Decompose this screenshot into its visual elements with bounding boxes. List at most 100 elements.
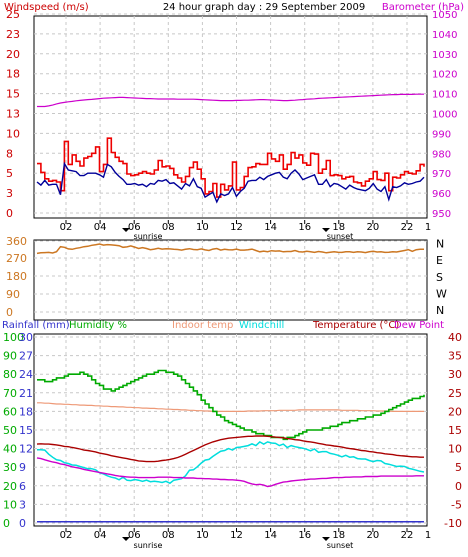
windspeed-title: Windspeed (m/s) <box>4 2 89 13</box>
barometer-axis-label: 970 <box>432 169 451 180</box>
legend-label: Windchill <box>239 320 284 331</box>
barometer-axis-label: 1020 <box>432 70 457 81</box>
wind-direction-series <box>36 243 424 255</box>
x-tick-label: 10 <box>196 222 209 233</box>
temperature-axis-label: 20 <box>448 405 462 418</box>
compass-axis-label: N <box>436 304 444 317</box>
temperature-humidity-panel: Rainfall (mm) Humidity % Indoor temp Windch… <box>2 320 462 550</box>
x-tick-label: 18 <box>332 222 345 233</box>
sunset-label: sunset <box>327 541 354 550</box>
barometer-axis-label: 980 <box>432 149 451 160</box>
windspeed-axis-label: 10 <box>6 127 20 140</box>
windspeed-axis-label: 8 <box>6 147 13 160</box>
humidity-axis-label: 10 <box>3 498 17 511</box>
temperature-axis-label: 30 <box>448 368 462 381</box>
x-tick-label: 22 <box>401 530 414 541</box>
humidity-axis-label: 70 <box>3 387 17 400</box>
x-tick-label: 14 <box>264 222 277 233</box>
sunset-marker <box>322 537 330 541</box>
humidity-axis-label: 60 <box>3 405 17 418</box>
legend-label: Humidity % <box>69 320 127 331</box>
barometer-axis-label: 1040 <box>432 30 457 41</box>
compass-axis-label: E <box>436 254 443 267</box>
dew-point-series <box>36 457 424 488</box>
x-tick-label: 1 <box>425 530 431 541</box>
compass-axis-label: W <box>436 287 447 300</box>
barometer-axis-label: 960 <box>432 189 451 200</box>
rainfall-axis-label: 24 <box>19 368 33 381</box>
temperature-axis-label: 35 <box>448 350 462 363</box>
sunrise-label: sunrise <box>134 232 163 241</box>
barometer-axis-label: 950 <box>432 209 451 220</box>
x-tick-label: 12 <box>230 222 243 233</box>
rainfall-axis-label: 30 <box>19 331 33 344</box>
rainfall-axis-label: 3 <box>19 498 26 511</box>
x-tick-label: 06 <box>128 222 141 233</box>
plot-frame <box>33 239 428 321</box>
barometer-title: Barometer (hPa) <box>382 2 464 13</box>
compass-axis-label: N <box>436 238 444 251</box>
x-tick-label: 1 <box>425 222 431 233</box>
indoor-temp-series <box>37 402 424 412</box>
humidity-axis-label: 20 <box>3 480 17 493</box>
windspeed-axis-label: 18 <box>6 68 20 81</box>
sunset-label: sunset <box>327 232 354 241</box>
graph-date-title: 24 hour graph day : 29 September 2009 <box>163 2 365 13</box>
windspeed-axis-label: 23 <box>6 28 20 41</box>
temperature-axis-label: 40 <box>448 331 462 344</box>
barometer-series <box>37 93 424 108</box>
legend-label: Temperature (°C) <box>312 320 399 331</box>
wind-barometer-panel: 0358101315182023259509609709809901000101… <box>6 8 457 241</box>
rainfall-axis-label: 6 <box>19 480 26 493</box>
sunrise-marker <box>122 537 130 541</box>
rainfall-axis-label: 12 <box>19 443 33 456</box>
humidity-axis-label: 40 <box>3 443 17 456</box>
x-tick-label: 16 <box>298 222 311 233</box>
temperature-axis-label: 0 <box>455 480 462 493</box>
winddir-axis-label: 0 <box>6 306 13 319</box>
x-tick-label: 02 <box>60 530 73 541</box>
rainfall-axis-label: 21 <box>19 387 33 400</box>
x-tick-label: 02 <box>60 222 73 233</box>
x-tick-label: 20 <box>367 222 380 233</box>
windspeed-axis-label: 20 <box>6 48 20 61</box>
barometer-axis-label: 1050 <box>432 10 457 21</box>
sunrise-label: sunrise <box>134 541 163 550</box>
rainfall-axis-label: 9 <box>19 461 26 474</box>
plot-frame <box>33 333 428 527</box>
x-tick-label: 12 <box>230 530 243 541</box>
temperature-axis-label: 10 <box>448 443 462 456</box>
x-tick-label: 04 <box>94 222 107 233</box>
temperature-axis-label: 5 <box>455 461 462 474</box>
windspeed-axis-label: 25 <box>6 8 20 21</box>
rainfall-axis-label: 27 <box>19 350 33 363</box>
rainfall-axis-label: 18 <box>19 405 33 418</box>
humidity-axis-label: 100 <box>3 331 24 344</box>
humidity-axis-label: 80 <box>3 368 17 381</box>
humidity-axis-label: 50 <box>3 424 17 437</box>
humidity-axis-label: 30 <box>3 461 17 474</box>
x-tick-label: 06 <box>128 530 141 541</box>
humidity-axis-label: 0 <box>3 517 10 530</box>
barometer-axis-label: 1000 <box>432 110 457 121</box>
windspeed-axis-label: 13 <box>6 108 20 121</box>
temperature-series <box>36 435 424 463</box>
temperature-axis-label: 25 <box>448 387 462 400</box>
winddir-axis-label: 180 <box>6 270 27 283</box>
x-tick-label: 14 <box>264 530 277 541</box>
windspeed-axis-label: 3 <box>6 187 13 200</box>
sunset-marker <box>322 228 330 232</box>
winddir-axis-label: 90 <box>6 288 20 301</box>
windspeed-series <box>37 137 425 198</box>
windspeed-axis-label: 15 <box>6 88 20 101</box>
humidity-axis-label: 90 <box>3 350 17 363</box>
legend-label: Dew Point <box>394 320 444 331</box>
temperature-axis-label: -5 <box>451 498 462 511</box>
barometer-axis-label: 1030 <box>432 50 457 61</box>
x-tick-label: 20 <box>367 530 380 541</box>
temperature-axis-label: 15 <box>448 424 462 437</box>
legend-label: Indoor temp <box>172 320 233 331</box>
x-tick-label: 08 <box>162 222 175 233</box>
